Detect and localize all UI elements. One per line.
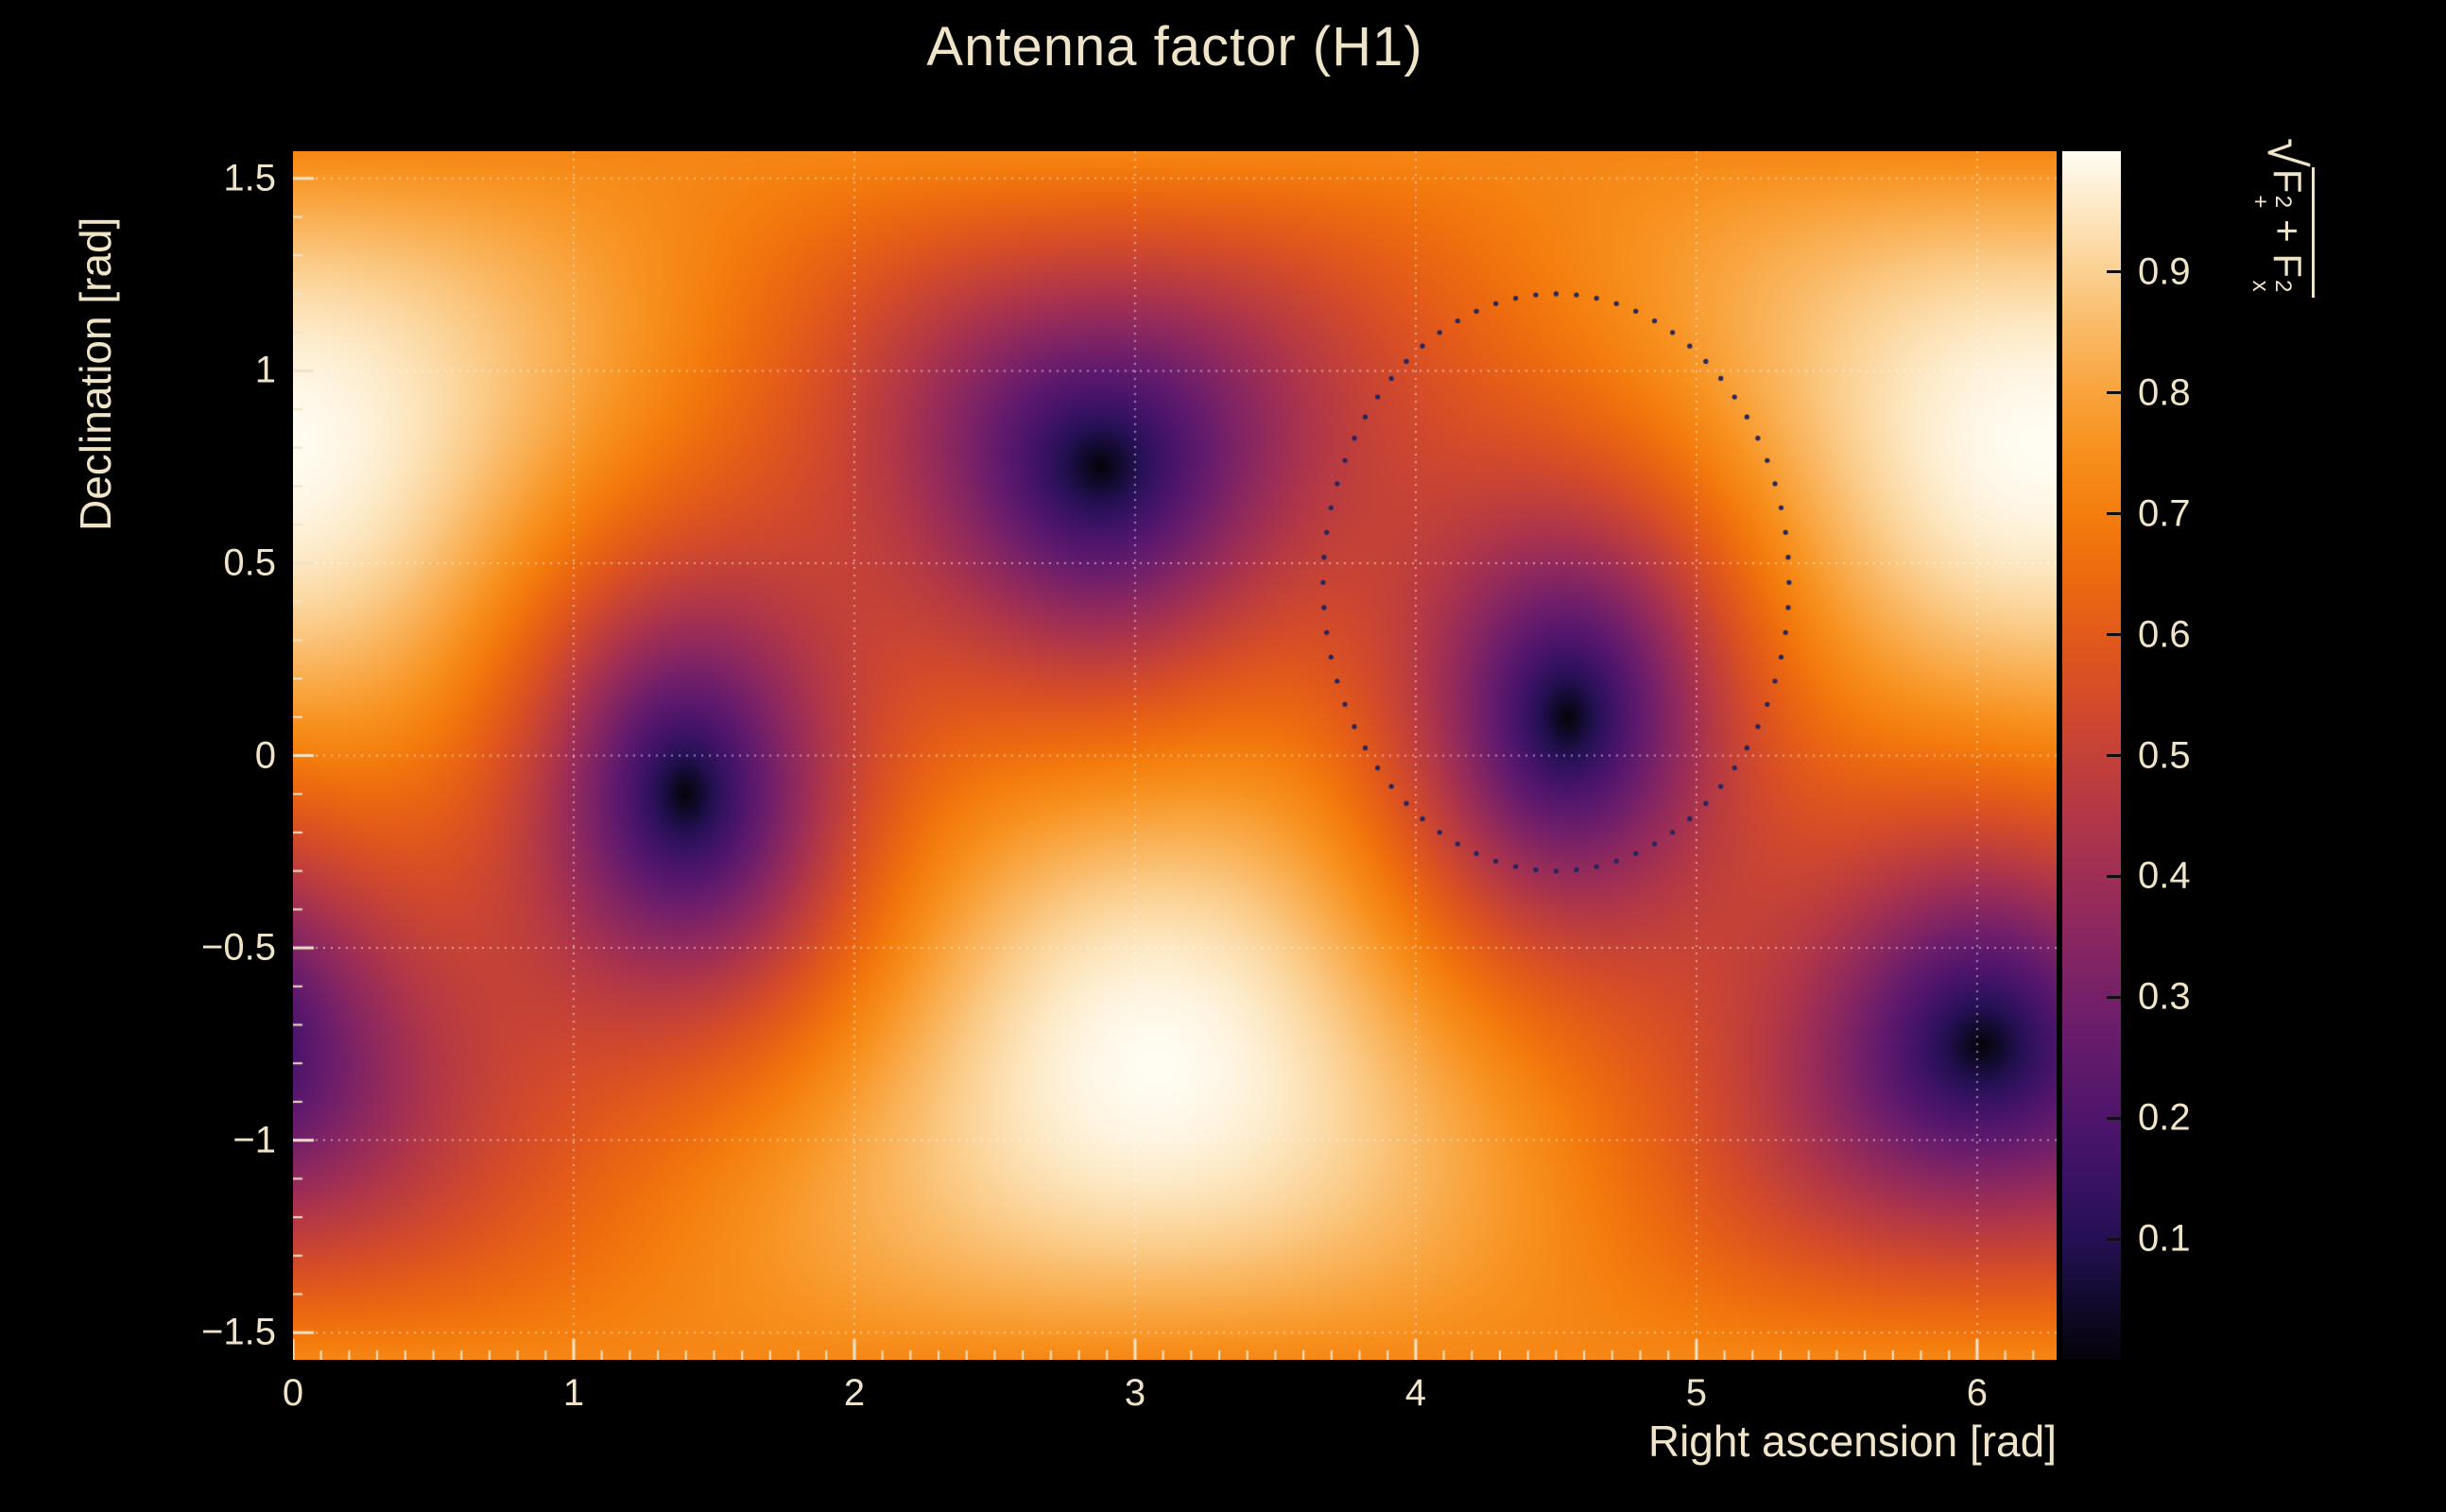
colorbar-tick <box>2107 1237 2121 1241</box>
heatmap-canvas <box>293 151 2057 1360</box>
f-cross-symbol: F <box>2265 253 2310 278</box>
x-tick-label: 6 <box>1966 1372 1989 1414</box>
x-tick-label: 5 <box>1685 1372 1708 1414</box>
y-tick-label: 1 <box>254 349 276 391</box>
f-plus-scripts: 2 + <box>2248 195 2296 209</box>
colorbar-tick <box>2107 270 2121 274</box>
colorbar-tick-label: 0.4 <box>2138 854 2191 897</box>
x-tick-label: 3 <box>1124 1372 1146 1414</box>
y-tick-label: −1 <box>233 1119 276 1161</box>
colorbar-tick-label: 0.7 <box>2138 492 2191 535</box>
colorbar-tick <box>2107 512 2121 516</box>
x-tick-label: 2 <box>843 1372 866 1414</box>
y-tick-label: 1.5 <box>223 157 276 199</box>
y-tick-label: −0.5 <box>201 926 276 969</box>
y-tick-label: 0.5 <box>223 541 276 584</box>
colorbar-tick-label: 0.9 <box>2138 250 2191 293</box>
x-tick-label: 0 <box>282 1372 304 1414</box>
colorbar-tick <box>2107 754 2121 757</box>
x-axis-title: Right ascension [rad] <box>1647 1417 2057 1466</box>
colorbar-tick <box>2107 874 2121 878</box>
x-tick-label: 1 <box>562 1372 585 1414</box>
colorbar-tick <box>2107 633 2121 637</box>
y-tick-label: −1.5 <box>201 1311 276 1353</box>
y-tick-label: 0 <box>254 734 276 776</box>
colorbar-tick <box>2107 1116 2121 1120</box>
plus-sign: + <box>2265 208 2310 254</box>
colorbar-tick-label: 0.1 <box>2138 1217 2191 1260</box>
chart-title: Antenna factor (H1) <box>926 16 1423 77</box>
colorbar-tick-label: 0.8 <box>2138 371 2191 414</box>
y-axis-title: Declination [rad] <box>71 216 120 531</box>
x-tick-label: 4 <box>1404 1372 1427 1414</box>
colorbar-tick-label: 0.6 <box>2138 613 2191 656</box>
colorbar-tick <box>2107 995 2121 999</box>
colorbar-tick-label: 0.3 <box>2138 975 2191 1018</box>
colorbar-tick-label: 0.2 <box>2138 1096 2191 1139</box>
colorbar-tick <box>2107 391 2121 395</box>
sqrt-symbol: √ <box>2257 138 2317 167</box>
colorbar-tick-label: 0.5 <box>2138 734 2191 776</box>
f-plus-symbol: F <box>2265 168 2310 194</box>
